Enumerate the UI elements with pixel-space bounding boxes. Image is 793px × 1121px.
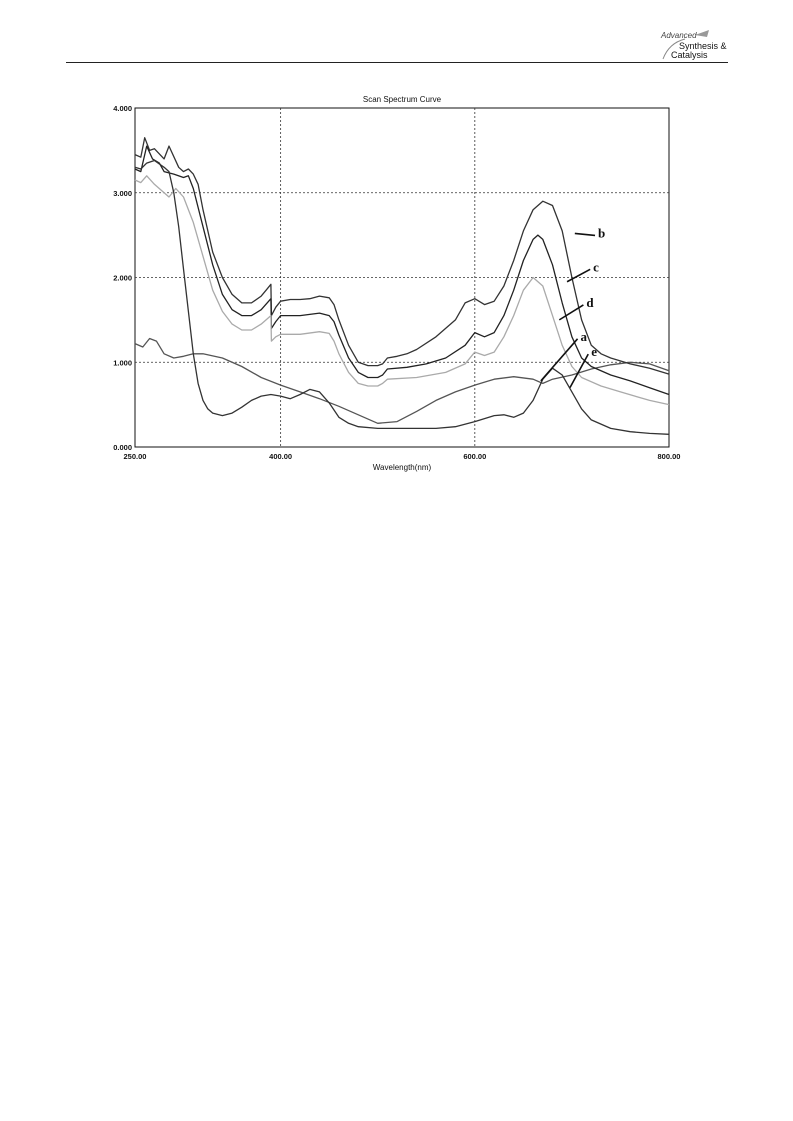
series-label-a: a — [581, 329, 588, 344]
y-tick-label: 4.000 — [113, 104, 132, 113]
x-tick-label: 250.00 — [124, 452, 147, 461]
annotation-leader-b — [574, 232, 596, 237]
series-line-c — [134, 145, 670, 396]
header-rule — [66, 62, 728, 63]
annotation-leader-e — [569, 353, 589, 389]
y-tick-label: 2.000 — [113, 274, 132, 283]
y-tick-label: 0.000 — [113, 443, 132, 452]
series-label-e: e — [591, 344, 597, 359]
y-tick-label: 1.000 — [113, 358, 132, 367]
chart-annotations: b c d ae — [540, 225, 605, 389]
logo-swoosh-icon — [662, 30, 709, 60]
y-tick-label: 3.000 — [113, 189, 132, 198]
journal-logo: Advanced Synthesis & Catalysis — [655, 29, 735, 61]
chart-title: Scan Spectrum Curve — [363, 95, 442, 104]
series-label-c: c — [593, 259, 599, 274]
logo-line1: Advanced — [661, 31, 697, 40]
annotation-leader-c — [566, 268, 591, 283]
series-label-d: d — [586, 295, 594, 310]
series-label-b: b — [598, 225, 605, 240]
x-tick-label: 800.00 — [658, 452, 681, 461]
series-line-d — [134, 175, 670, 406]
annotation-leader-a — [540, 338, 579, 382]
spectrum-chart: b c d ae 250.00 400.00 600.00 800.00 0.000 1.000… — [113, 95, 680, 472]
logo-line3: Catalysis — [671, 50, 708, 60]
chart-grid — [135, 108, 669, 447]
annotation-leader-d — [558, 304, 584, 321]
x-axis-label: Wavelength(nm) — [373, 463, 432, 472]
chart-ticks: 250.00 400.00 600.00 800.00 0.000 1.000 2.000 3… — [113, 104, 680, 461]
x-tick-label: 600.00 — [463, 452, 486, 461]
series-line-a — [134, 337, 670, 424]
x-tick-label: 400.00 — [269, 452, 292, 461]
logo-line2: Synthesis & — [679, 41, 727, 51]
series-line-b — [134, 137, 670, 375]
